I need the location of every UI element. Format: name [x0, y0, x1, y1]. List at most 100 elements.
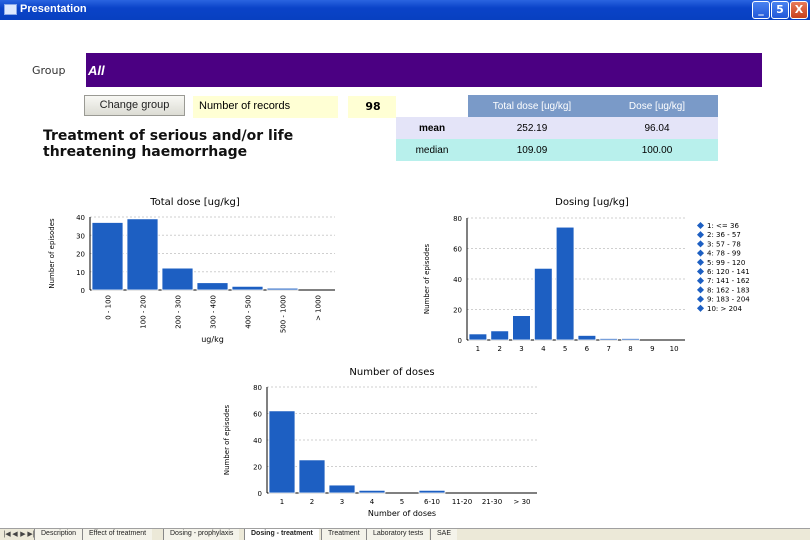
tab-nav-button[interactable]: ◀ [12, 531, 18, 538]
x-tick-label: 4 [370, 498, 375, 506]
x-tick-label: 5 [400, 498, 404, 506]
y-axis-label: Number of episodes [48, 218, 56, 289]
maximize-button[interactable]: 5 [771, 1, 789, 19]
legend-entry: 5: 99 - 120 [707, 259, 745, 267]
sheet-tab[interactable]: Dosing - prophylaxis [163, 529, 240, 540]
x-tick-label: 400 - 500 [245, 295, 253, 329]
total-dose-chart: Total dose [ug/kg] 0 10 20 30 40 0 - 100 100 - … [48, 197, 335, 344]
records-label: Number of records [193, 96, 338, 118]
chart-bar [534, 267, 553, 341]
y-tick-label: 40 [76, 214, 85, 222]
x-axis-label: Number of doses [368, 509, 436, 518]
chart-bar [196, 282, 229, 291]
legend-entry: 3: 57 - 78 [707, 240, 741, 248]
sheet-tab[interactable]: Effect of treatment [82, 529, 153, 540]
chart-bar [468, 333, 488, 341]
legend-marker [696, 286, 705, 294]
x-tick-label: 500 - 1000 [280, 295, 288, 333]
y-tick-label: 40 [453, 276, 462, 284]
legend-marker [696, 221, 705, 230]
y-axis-label: Number of episodes [223, 404, 231, 475]
chart-bar [577, 335, 597, 341]
tab-nav-button[interactable]: |◀ [3, 531, 11, 538]
y-tick-label: 10 [76, 269, 85, 277]
legend-marker [696, 249, 705, 257]
title-bar: Presentation _ 5 X [0, 0, 810, 20]
x-tick-label: 0 - 100 [105, 295, 113, 320]
chart-bar [91, 222, 124, 291]
legend-entry: 9: 183 - 204 [707, 296, 750, 304]
y-axis-label: Number of episodes [423, 243, 431, 314]
legend-entry: 6: 120 - 141 [707, 268, 750, 276]
chart-bar [126, 218, 159, 291]
sheet-tab[interactable]: SAE [430, 529, 458, 540]
x-tick-label: 3 [519, 345, 523, 353]
chart-bar [231, 285, 264, 291]
x-tick-label: 4 [541, 345, 546, 353]
tab-nav-button[interactable]: ▶| [27, 531, 35, 538]
y-tick-label: 80 [253, 384, 262, 392]
chart-bar [268, 410, 296, 494]
x-tick-label: 100 - 200 [140, 295, 148, 329]
tab-nav-button[interactable]: ▶ [20, 531, 26, 538]
chart-bar [555, 226, 575, 341]
legend-marker [696, 231, 705, 239]
y-tick-label: 40 [253, 437, 262, 445]
y-tick-label: 0 [458, 337, 462, 345]
chart-bar [328, 484, 356, 494]
chart-bar [161, 267, 194, 291]
x-tick-label: > 30 [514, 498, 531, 506]
x-tick-label: 11-20 [452, 498, 472, 506]
close-button[interactable]: X [790, 1, 808, 19]
x-tick-label: 6-10 [424, 498, 440, 506]
stats-header-total: Total dose [ug/kg] [468, 95, 596, 117]
chart-title: Number of doses [349, 367, 434, 378]
legend-entry: 1: <= 36 [707, 222, 739, 230]
x-tick-label: 2 [310, 498, 314, 506]
y-tick-label: 80 [453, 215, 462, 223]
x-tick-label: 8 [628, 345, 632, 353]
y-tick-label: 0 [81, 287, 85, 295]
records-value: 98 [348, 96, 398, 118]
sheet-tab-bar: |◀ ◀ ▶ ▶| Description Effect of treatment Dosi… [0, 528, 810, 540]
median-total: 109.09 [468, 139, 596, 161]
y-tick-label: 60 [453, 246, 462, 254]
legend-marker [696, 295, 705, 303]
y-tick-label: 20 [453, 307, 462, 315]
legend-entry: 4: 78 - 99 [707, 250, 741, 258]
legend-entry: 10: > 204 [707, 305, 742, 313]
group-value-bar[interactable]: All [86, 53, 762, 87]
median-dose: 100.00 [596, 139, 718, 161]
chart-bar [621, 338, 640, 341]
x-tick-label: 7 [606, 345, 610, 353]
legend-marker [696, 240, 705, 248]
stats-header-blank [396, 95, 468, 117]
sheet-tab[interactable]: Description [34, 529, 83, 540]
mean-dose: 96.04 [596, 117, 718, 139]
x-tick-label: 5 [563, 345, 567, 353]
x-tick-label: > 1000 [315, 295, 323, 321]
chart-bar [266, 287, 299, 291]
chart-bar [512, 315, 531, 341]
change-group-button[interactable]: Change group [84, 95, 185, 116]
x-tick-label: 200 - 300 [175, 295, 183, 329]
stats-table: Total dose [ug/kg] Dose [ug/kg] mean 252… [396, 95, 718, 161]
y-tick-label: 60 [253, 411, 262, 419]
sheet-tab[interactable]: Laboratory tests [366, 529, 430, 540]
chart-bar [490, 330, 510, 341]
minimize-button[interactable]: _ [752, 1, 770, 19]
stats-header-dose: Dose [ug/kg] [596, 95, 718, 117]
group-label: Group [32, 64, 66, 77]
legend-entry: 2: 36 - 57 [707, 231, 741, 239]
y-tick-label: 20 [76, 251, 85, 259]
legend-marker [696, 304, 705, 312]
mean-total: 252.19 [468, 117, 596, 139]
y-tick-label: 30 [76, 232, 85, 240]
legend-marker [696, 267, 705, 276]
row-label: mean [396, 117, 468, 139]
sheet-tab[interactable]: Dosing - treatment [244, 529, 319, 540]
page-heading: Treatment of serious and/or life threate… [43, 128, 294, 160]
x-tick-label: 10 [670, 345, 679, 353]
x-tick-label: 21-30 [482, 498, 502, 506]
sheet-tab[interactable]: Treatment [321, 529, 366, 540]
